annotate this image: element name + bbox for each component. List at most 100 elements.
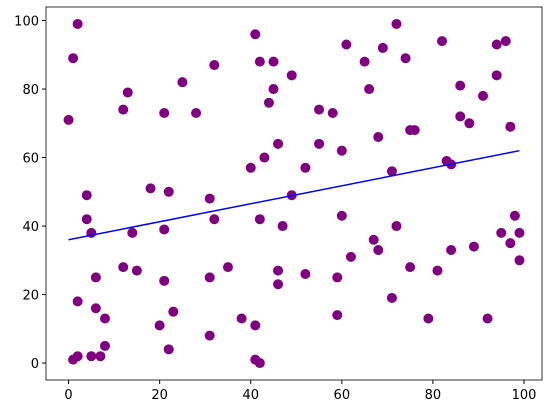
scatter-point: [159, 224, 170, 235]
scatter-point: [191, 108, 202, 119]
scatter-point: [300, 268, 311, 279]
scatter-point: [209, 60, 220, 71]
scatter-point: [99, 313, 110, 324]
scatter-point: [127, 227, 138, 238]
scatter-point: [400, 53, 411, 64]
x-tick-label: 0: [64, 388, 72, 403]
scatter-point: [345, 251, 356, 262]
scatter-point: [273, 138, 284, 149]
scatter-point: [368, 234, 379, 245]
scatter-point: [377, 42, 388, 53]
scatter-point: [314, 138, 325, 149]
x-tick-label: 60: [334, 388, 351, 403]
scatter-point: [159, 275, 170, 286]
scatter-point: [250, 320, 261, 331]
scatter-point: [455, 80, 466, 91]
y-tick-label: 20: [22, 289, 39, 304]
scatter-point: [277, 221, 288, 232]
scatter-point: [90, 303, 101, 314]
scatter-point: [131, 265, 142, 276]
scatter-point: [505, 121, 516, 132]
scatter-point: [336, 145, 347, 156]
scatter-point: [268, 56, 279, 67]
scatter-point: [204, 330, 215, 341]
scatter-point: [245, 162, 256, 173]
scatter-point: [163, 344, 174, 355]
plot-frame: [45, 6, 543, 381]
scatter-point: [259, 152, 270, 163]
scatter-point: [391, 18, 402, 29]
scatter-point: [68, 53, 79, 64]
scatter-point: [254, 56, 265, 67]
scatter-point: [118, 262, 129, 273]
scatter-point: [90, 272, 101, 283]
scatter-point: [341, 39, 352, 50]
scatter-point: [464, 118, 475, 129]
y-tick-label: 0: [31, 357, 39, 372]
scatter-point: [72, 296, 83, 307]
scatter-point: [432, 265, 443, 276]
scatter-point: [273, 279, 284, 290]
scatter-point: [250, 29, 261, 40]
scatter-point: [254, 214, 265, 225]
scatter-point: [391, 221, 402, 232]
y-tick-label: 100: [14, 15, 39, 30]
scatter-point: [478, 90, 489, 101]
scatter-point: [72, 351, 83, 362]
scatter-point: [468, 241, 479, 252]
x-tick-label: 100: [512, 388, 537, 403]
y-tick-label: 60: [22, 152, 39, 167]
scatter-point: [405, 262, 416, 273]
scatter-point: [409, 125, 420, 136]
scatter-point: [364, 84, 375, 95]
scatter-point: [386, 166, 397, 177]
scatter-point: [332, 310, 343, 321]
scatter-point: [163, 186, 174, 197]
scatter-point: [423, 313, 434, 324]
scatter-point: [154, 320, 165, 331]
scatter-point: [500, 36, 511, 47]
scatter-point: [254, 358, 265, 369]
scatter-point: [327, 108, 338, 119]
scatter-point: [491, 39, 502, 50]
scatter-point: [72, 18, 83, 29]
scatter-point: [263, 97, 274, 108]
x-tick-label: 80: [425, 388, 442, 403]
scatter-point: [437, 36, 448, 47]
scatter-point: [268, 84, 279, 95]
scatter-point: [63, 114, 74, 125]
scatter-point: [209, 214, 220, 225]
scatter-point: [455, 111, 466, 122]
scatter-point: [373, 131, 384, 142]
scatter-point: [332, 272, 343, 283]
x-tick-label: 40: [242, 388, 259, 403]
scatter-point: [496, 227, 507, 238]
scatter-point: [386, 292, 397, 303]
scatter-point: [81, 214, 92, 225]
scatter-point: [122, 87, 133, 98]
scatter-point: [373, 245, 384, 256]
scatter-point: [168, 306, 179, 317]
x-tick-label: 20: [151, 388, 168, 403]
scatter-point: [118, 104, 129, 115]
scatter-point: [359, 56, 370, 67]
scatter-point: [204, 193, 215, 204]
y-tick-label: 80: [22, 83, 39, 98]
trend-line: [68, 149, 520, 241]
scatter-point: [505, 238, 516, 249]
scatter-point: [99, 340, 110, 351]
scatter-point: [446, 245, 457, 256]
scatter-point: [95, 351, 106, 362]
scatter-point: [204, 272, 215, 283]
scatter-point: [482, 313, 493, 324]
scatter-point: [159, 108, 170, 119]
scatter-point: [314, 104, 325, 115]
scatter-point: [336, 210, 347, 221]
scatter-point: [300, 162, 311, 173]
scatter-point: [236, 313, 247, 324]
scatter-point: [177, 77, 188, 88]
scatter-point: [491, 70, 502, 81]
scatter-point: [145, 183, 156, 194]
scatter-point: [514, 227, 525, 238]
